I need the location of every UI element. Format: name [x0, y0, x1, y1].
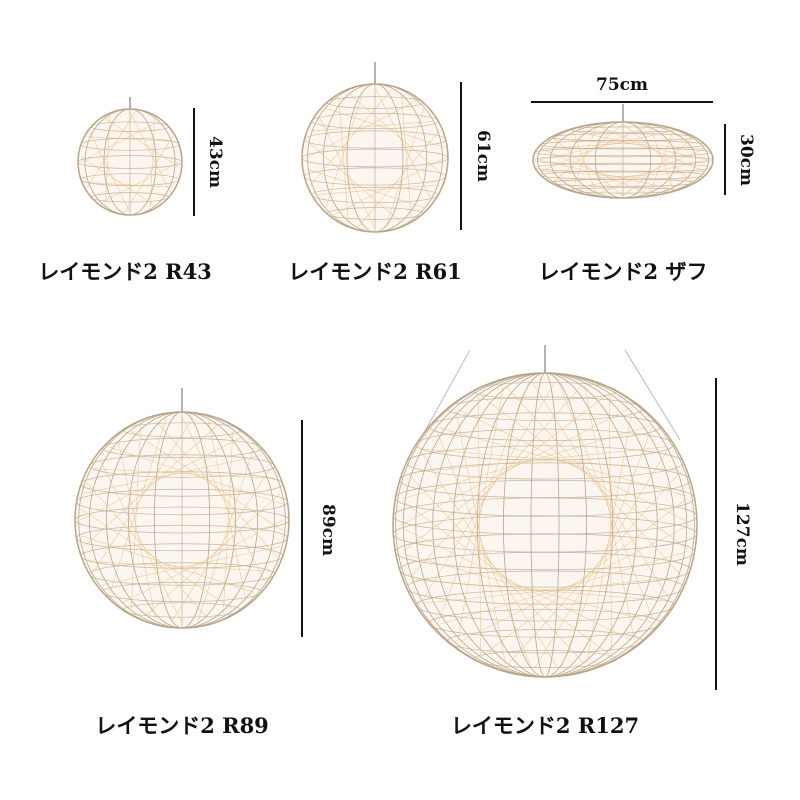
lamp-r89	[74, 388, 290, 629]
dimension-r61-height: 61cm	[473, 130, 493, 182]
dimension-r43-height: 43cm	[205, 136, 225, 188]
dimension-r127-height: 127cm	[732, 502, 752, 566]
suspension-wire-right	[624, 349, 681, 441]
product-name-r43: レイモンド2 R43	[38, 259, 212, 284]
product-name-r61: レイモンド2 R61	[288, 259, 462, 284]
dimension-zaffiro-height: 30cm	[736, 134, 756, 186]
dimension-zaffiro-width: 75cm	[596, 75, 648, 95]
product-name-r89: レイモンド2 R89	[95, 713, 269, 738]
dimension-r89-height: 89cm	[318, 504, 338, 556]
suspension-wire-left	[419, 349, 471, 441]
lamp-zaffiro	[532, 104, 714, 199]
lamp-r43	[77, 97, 183, 216]
product-name-zaffiro: レイモンド2 ザフ	[538, 259, 708, 284]
lamp-r127	[392, 345, 698, 678]
product-name-r127: レイモンド2 R127	[450, 713, 640, 738]
lamp-r61	[301, 62, 449, 233]
